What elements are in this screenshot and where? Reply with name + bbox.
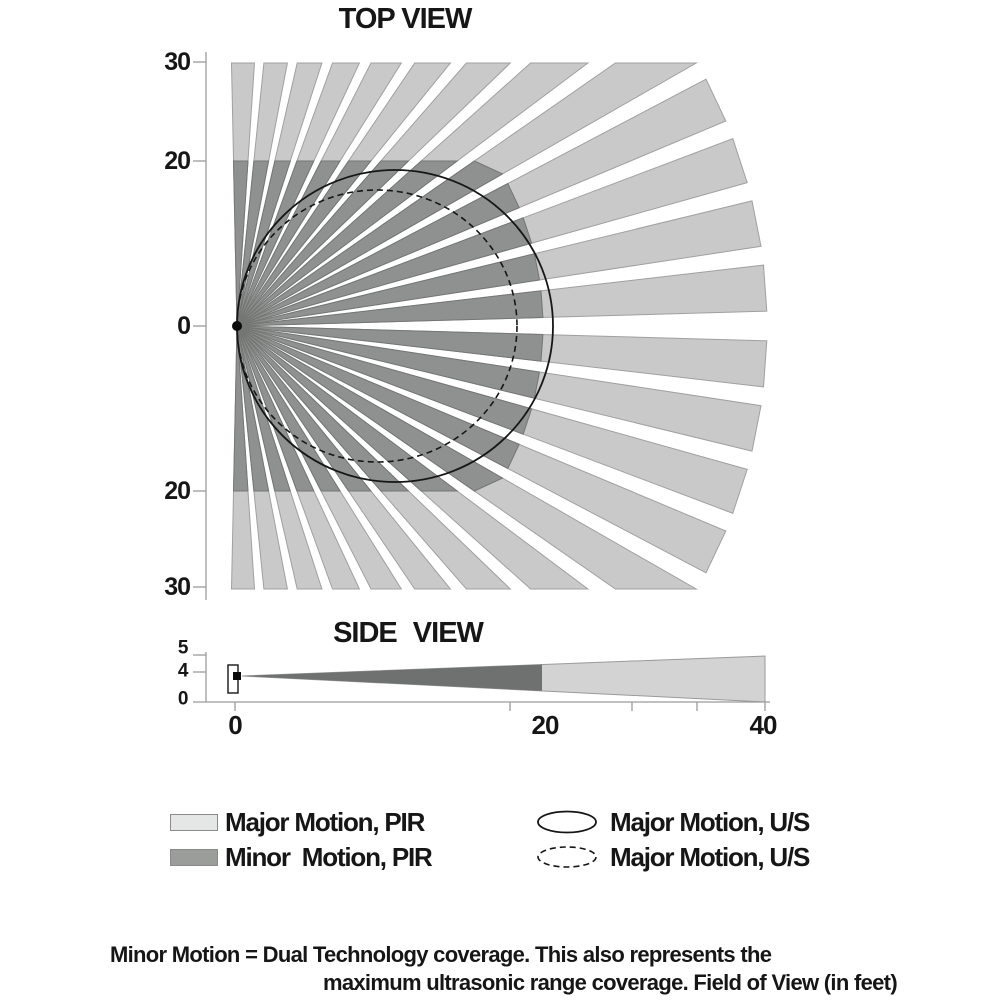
side-view-title: SIDE VIEW bbox=[333, 617, 484, 649]
legend-solid-ellipse-icon bbox=[537, 810, 597, 834]
legend-label-major-motion-us-solid: Major Motion, U/S bbox=[610, 807, 810, 837]
pir-minor-beam bbox=[236, 325, 541, 399]
pir-minor-beam bbox=[232, 160, 249, 327]
pir-minor-beam-layer bbox=[232, 160, 544, 492]
pir-minor-beam bbox=[236, 217, 533, 327]
pir-minor-beam bbox=[236, 160, 342, 327]
legend-label-major-motion-pir: Major Motion, PIR bbox=[225, 807, 425, 837]
side-y-axis-label: 5 bbox=[178, 638, 189, 659]
pir-minor-beam bbox=[232, 325, 249, 492]
side-x-axis-label: 20 bbox=[532, 710, 559, 740]
sensor-head-icon bbox=[233, 672, 241, 680]
legend-label-major-motion-us-dashed: Major Motion, U/S bbox=[610, 842, 810, 872]
top-axis-label: 0 bbox=[177, 312, 190, 340]
side-x-axis-label: 40 bbox=[750, 710, 777, 740]
sensor-origin-dot bbox=[232, 321, 242, 331]
top-view: TOP VIEW 30 20 0 20 30 bbox=[164, 3, 768, 601]
side-y-axis-label: 0 bbox=[178, 689, 188, 710]
pir-minor-beam bbox=[236, 160, 315, 327]
pir-minor-beam bbox=[236, 160, 459, 327]
footnote-line-2: maximum ultrasonic range coverage. Field… bbox=[323, 970, 898, 995]
pir-minor-beam bbox=[236, 325, 291, 492]
pir-major-beam-layer bbox=[230, 62, 768, 590]
legend-dashed-ellipse-icon bbox=[537, 846, 597, 868]
pir-minor-beam bbox=[236, 160, 410, 327]
side-view-shapes bbox=[227, 655, 766, 703]
pir-minor-beam bbox=[236, 325, 410, 492]
pir-minor-beam bbox=[236, 325, 315, 492]
pir-minor-beam bbox=[236, 325, 544, 362]
top-view-title: TOP VIEW bbox=[339, 3, 473, 35]
solid-ellipse-glyph bbox=[537, 810, 597, 834]
pir-minor-beam bbox=[236, 325, 533, 435]
pir-minor-beam bbox=[236, 160, 291, 327]
pir-minor-beam bbox=[236, 325, 459, 492]
side-x-axis-label: 0 bbox=[228, 710, 242, 740]
legend-label-minor-motion-pir: Minor Motion, PIR bbox=[225, 842, 433, 872]
pir-minor-beam bbox=[236, 325, 270, 492]
pir-minor-beam bbox=[236, 253, 541, 327]
pir-minor-beam bbox=[236, 325, 342, 492]
pir-minor-beam bbox=[236, 290, 544, 327]
pir-minor-beam bbox=[236, 325, 520, 470]
dashed-ellipse-glyph bbox=[537, 846, 597, 868]
side-minor-motion-wedge bbox=[242, 664, 542, 691]
pir-minor-beam bbox=[236, 182, 520, 327]
legend-swatch-minor-motion-pir bbox=[170, 849, 218, 866]
footnote-line-1: Minor Motion = Dual Technology coverage.… bbox=[110, 942, 772, 967]
top-axis-label: 30 bbox=[164, 573, 190, 601]
pir-minor-beam bbox=[236, 160, 270, 327]
pir-minor-beam bbox=[236, 325, 372, 492]
pir-minor-beam bbox=[236, 160, 372, 327]
top-axis-label: 20 bbox=[164, 477, 190, 505]
top-view-axis: 30 20 0 20 30 bbox=[164, 48, 207, 601]
top-axis-label: 30 bbox=[164, 48, 190, 76]
legend-swatch-major-motion-pir bbox=[170, 814, 218, 831]
side-y-axis-label: 4 bbox=[178, 661, 189, 682]
top-axis-label: 20 bbox=[164, 147, 190, 175]
